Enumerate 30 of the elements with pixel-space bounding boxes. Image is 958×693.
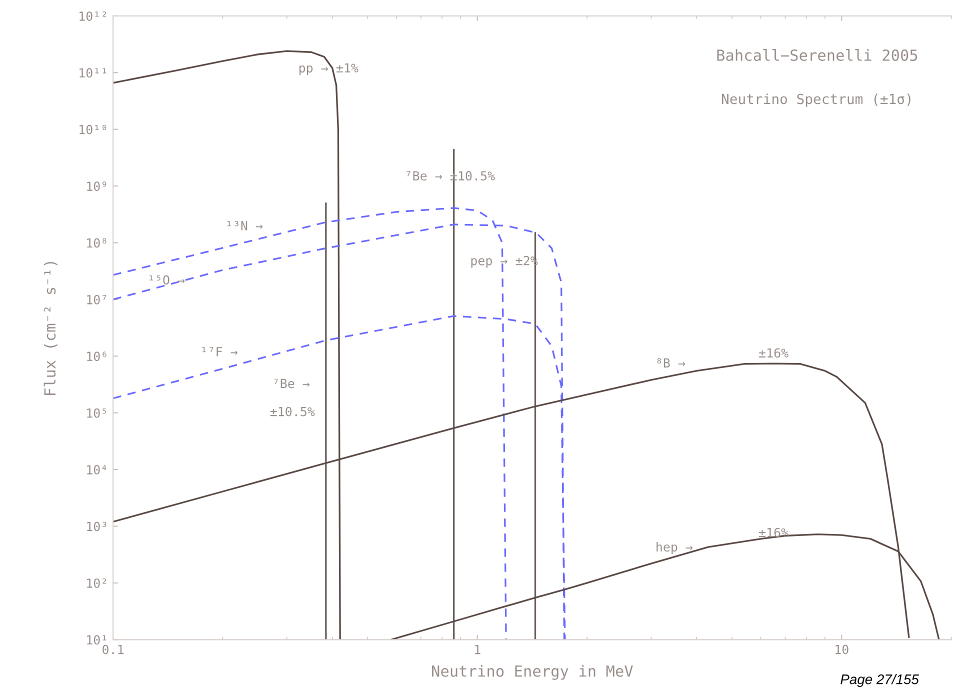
annotation: hep →	[656, 542, 693, 554]
text: Bahcall−Serenelli 2005	[717, 49, 918, 61]
annotation: ¹⁷F →	[202, 347, 238, 356]
y-tick-label: 10¹¹	[80, 68, 106, 78]
x-tick-label: 0.1	[102, 644, 124, 654]
y-tick-label: 10⁹	[87, 182, 106, 191]
y-tick-label: 10⁶	[87, 352, 106, 362]
annotation: ⁸B →	[657, 358, 686, 368]
x-tick-label: 1	[475, 644, 480, 654]
y-tick-label: 10¹⁰	[80, 124, 106, 134]
text: Neutrino Spectrum (±1σ)	[722, 93, 910, 107]
annotation: ¹⁵O →	[150, 275, 185, 285]
y-tick-label: 10¹²	[80, 11, 106, 21]
y-tick-label: 10³	[87, 522, 106, 532]
y-tick-label: 10⁸	[87, 238, 106, 248]
annotation: pp → ±1%	[299, 63, 358, 76]
annotation: ±10.5%	[270, 406, 315, 416]
annotation: ¹³N →	[227, 220, 263, 230]
y-tick-label: 10¹	[87, 635, 106, 645]
y-tick-label: 10⁴	[87, 465, 106, 474]
y-axis-title: Flux (cm⁻² s⁻¹)	[44, 262, 58, 396]
y-tick-label: 10⁷	[87, 294, 106, 304]
y-tick-label: 10²	[87, 578, 106, 588]
annotation: ±16%	[759, 528, 788, 538]
x-axis-title: Neutrino Energy in MeV	[432, 664, 633, 680]
text: Page 27/155	[840, 674, 919, 687]
annotation: ±16%	[759, 348, 788, 358]
x-tick-label: 10	[836, 644, 848, 654]
annotation: ⁷Be →	[274, 378, 310, 388]
y-tick-label: 10⁵	[87, 408, 106, 418]
